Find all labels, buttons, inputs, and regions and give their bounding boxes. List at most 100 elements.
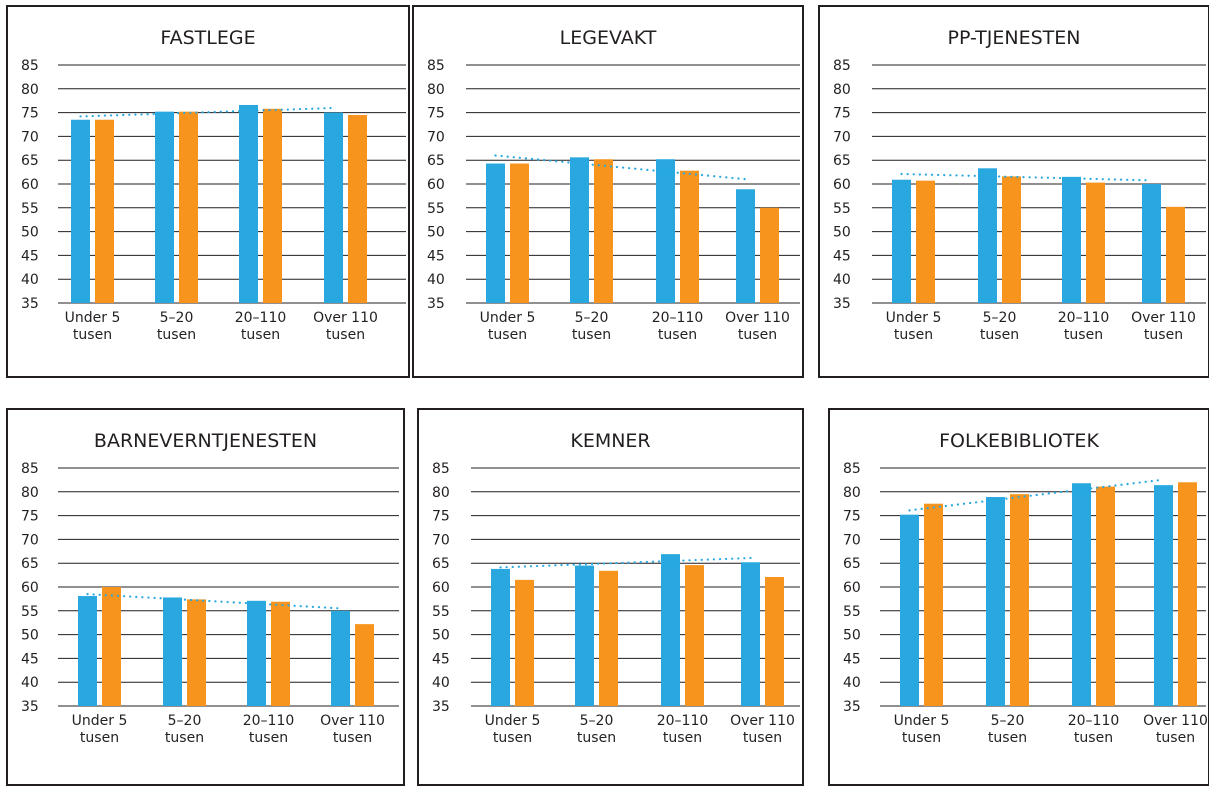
bar	[155, 111, 174, 303]
x-category-label: Under 5 tusen	[886, 310, 942, 343]
y-tick-label: 45	[427, 248, 445, 264]
bar	[900, 514, 919, 706]
y-tick-label: 45	[21, 651, 39, 667]
bar	[661, 554, 680, 706]
y-tick-label: 50	[427, 225, 445, 241]
x-category-label: 20–110 tusen	[657, 713, 709, 746]
y-tick-label: 80	[21, 82, 39, 98]
x-category-label: Under 5 tusen	[480, 310, 536, 343]
x-category-label: Over 110 tusen	[320, 713, 385, 746]
x-category-label: Under 5 tusen	[485, 713, 541, 746]
y-tick-label: 45	[432, 651, 450, 667]
trendline	[900, 172, 1153, 182]
y-tick-label: 35	[432, 699, 450, 715]
bar	[765, 577, 784, 706]
bar	[1086, 182, 1105, 303]
bar	[239, 104, 258, 303]
bar	[95, 119, 114, 304]
bar	[348, 114, 367, 303]
y-tick-label: 55	[432, 604, 450, 620]
y-tick-label: 60	[833, 177, 851, 193]
y-tick-label: 40	[427, 272, 445, 288]
y-tick-label: 80	[843, 485, 861, 501]
y-tick-label: 70	[21, 129, 39, 145]
y-tick-label: 40	[21, 675, 39, 691]
y-tick-label: 55	[21, 604, 39, 620]
chart-title: FOLKEBIBLIOTEK	[939, 430, 1099, 452]
bar	[1154, 485, 1173, 706]
y-tick-label: 40	[843, 675, 861, 691]
y-tick-label: 80	[833, 82, 851, 98]
y-tick-label: 60	[21, 177, 39, 193]
y-tick-label: 35	[21, 296, 39, 312]
y-tick-label: 50	[833, 225, 851, 241]
y-tick-label: 50	[843, 628, 861, 644]
bar	[163, 597, 182, 706]
x-category-label: Over 110 tusen	[725, 310, 790, 343]
bar	[760, 207, 779, 303]
bar	[736, 189, 755, 303]
bar	[570, 157, 589, 303]
bar	[978, 168, 997, 303]
x-category-label: 20–110 tusen	[652, 310, 704, 343]
y-tick-label: 40	[833, 272, 851, 288]
y-tick-label: 65	[432, 556, 450, 572]
y-tick-label: 80	[21, 485, 39, 501]
bar	[1178, 482, 1197, 706]
chart-svg: KEMNER 35 40 45 50 55 60 65 70 75 80 85 Under 5 tusen…	[432, 430, 800, 746]
bar	[1096, 486, 1115, 706]
bar	[1002, 176, 1021, 303]
x-category-label: 5–20 tusen	[572, 310, 611, 343]
x-category-label: Under 5 tusen	[894, 713, 950, 746]
y-tick-label: 85	[843, 461, 861, 477]
y-tick-label: 65	[21, 556, 39, 572]
chart-title: FASTLEGE	[160, 27, 255, 49]
chart-panel-fastlege: FASTLEGE 35 40 45 50 55 60 65 70 75 80 85 Under 5 tus…	[6, 5, 410, 378]
y-tick-label: 80	[432, 485, 450, 501]
bar	[510, 163, 529, 303]
y-tick-label: 55	[21, 201, 39, 217]
y-tick-label: 85	[833, 58, 851, 74]
y-tick-label: 40	[21, 272, 39, 288]
bar	[324, 112, 343, 303]
x-category-label: 5–20 tusen	[165, 713, 204, 746]
bar	[102, 587, 121, 706]
y-tick-label: 55	[843, 604, 861, 620]
chart-panel-barneverntjenesten: BARNEVERNTJENESTEN 35 40 45 50 55 60 65 70 75 80 85…	[6, 408, 405, 786]
y-tick-label: 60	[843, 580, 861, 596]
x-category-label: 5–20 tusen	[988, 713, 1027, 746]
bar	[916, 180, 935, 303]
y-tick-label: 75	[833, 106, 851, 122]
chart-panel-pp-tjenesten: PP-TJENESTEN 35 40 45 50 55 60 65 70 75 80 85 Under …	[818, 5, 1209, 378]
y-tick-label: 50	[432, 628, 450, 644]
y-tick-label: 40	[432, 675, 450, 691]
chart-svg: PP-TJENESTEN 35 40 45 50 55 60 65 70 75 80 85 Under …	[833, 27, 1206, 343]
y-tick-label: 70	[21, 532, 39, 548]
y-tick-label: 35	[427, 296, 445, 312]
y-tick-label: 75	[432, 509, 450, 525]
y-tick-label: 85	[427, 58, 445, 74]
y-tick-label: 75	[21, 106, 39, 122]
chart-title: KEMNER	[570, 430, 650, 452]
x-category-label: 20–110 tusen	[243, 713, 295, 746]
x-category-label: Over 110 tusen	[1131, 310, 1196, 343]
x-category-label: 20–110 tusen	[235, 310, 287, 343]
y-tick-label: 70	[432, 532, 450, 548]
bar	[515, 579, 534, 706]
x-category-label: 5–20 tusen	[577, 713, 616, 746]
bar	[594, 159, 613, 303]
x-category-label: 5–20 tusen	[157, 310, 196, 343]
bar	[71, 119, 90, 304]
chart-title: LEGEVAKT	[560, 27, 657, 49]
x-category-label: Over 110 tusen	[1143, 713, 1208, 746]
bar	[1142, 184, 1161, 303]
y-tick-label: 75	[843, 509, 861, 525]
y-tick-label: 60	[432, 580, 450, 596]
x-category-label: 20–110 tusen	[1058, 310, 1110, 343]
y-tick-label: 75	[427, 106, 445, 122]
bar	[599, 570, 618, 706]
bar	[187, 599, 206, 706]
chart-title: PP-TJENESTEN	[948, 27, 1081, 49]
bar	[1166, 206, 1185, 303]
y-tick-label: 65	[833, 153, 851, 169]
